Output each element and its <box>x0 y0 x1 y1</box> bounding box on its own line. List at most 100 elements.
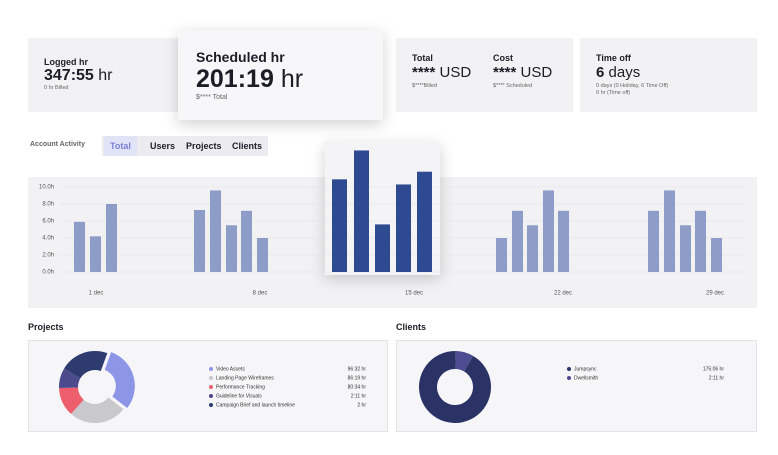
bar <box>74 221 85 272</box>
bar <box>664 190 675 272</box>
donut-slice <box>104 352 135 409</box>
legend-dot <box>209 394 213 398</box>
bar <box>375 224 390 272</box>
section-title: Clients <box>396 322 427 332</box>
value: **** <box>493 64 517 81</box>
metric-note: $**** Scheduled <box>493 83 533 89</box>
legend-label: Campaign Brief and launch timeline <box>216 402 295 408</box>
donut-slice <box>64 351 108 379</box>
metric-card: Logged hr 347:55 hr 0 hr Billed <box>28 38 180 112</box>
legend-label: Guideline for Visuals <box>216 393 262 399</box>
legend-value: 96:32 hr <box>348 366 367 372</box>
y-tick-label: 10.0h <box>39 185 54 191</box>
x-tick-label: 1 dec <box>89 291 104 297</box>
unit: days <box>608 64 641 81</box>
bar <box>257 238 268 272</box>
legend-value: 86:19 hr <box>348 375 367 381</box>
bar <box>332 179 347 272</box>
metric-title: Total <box>412 53 433 63</box>
bar <box>527 225 538 272</box>
legend-dot <box>209 385 213 389</box>
legend-value: 80:34 hr <box>348 384 367 390</box>
metric-value: 6 days <box>596 64 640 81</box>
metric-title: Cost <box>493 53 513 63</box>
bar <box>396 184 411 272</box>
unit: hr <box>98 67 113 84</box>
metric-card: Time off 6 days 0 days (0 Holiday, 6 Tim… <box>580 38 757 112</box>
metric-value: 347:55 hr <box>44 67 113 85</box>
y-tick-label: 4.0h <box>42 236 54 242</box>
value: 347:55 <box>44 67 94 84</box>
bar <box>695 210 706 272</box>
metric-note: $**** Total <box>196 94 228 101</box>
bar <box>512 210 523 272</box>
value: 6 <box>596 64 605 81</box>
bar <box>648 210 659 272</box>
legend-label: Landing Page Wireframes <box>216 375 274 381</box>
x-tick-label: 15 dec <box>405 291 423 297</box>
metric-note: $****Billed <box>412 83 438 89</box>
value: 201:19 <box>196 65 274 93</box>
tab-bar: Total Users Projects Clients <box>102 136 268 156</box>
bar <box>194 209 205 272</box>
tab[interactable]: Users <box>150 141 176 151</box>
tab[interactable]: Projects <box>186 141 222 151</box>
donut-slice <box>71 397 124 424</box>
metric-card: Total **** USD $****Billed Cost **** USD… <box>396 38 573 112</box>
legend-value: 2:11 hr <box>351 393 367 399</box>
metric-title: Time off <box>596 53 631 63</box>
legend-label: Dwellsmith <box>574 375 598 381</box>
donut-slice <box>59 368 81 389</box>
y-tick-label: 0.0h <box>42 270 54 276</box>
metric-value: 201:19 hr <box>196 65 303 94</box>
legend-dot <box>209 403 213 407</box>
unit: USD <box>439 64 472 81</box>
bar <box>90 236 101 272</box>
bar <box>226 225 237 272</box>
bar <box>106 204 117 272</box>
bar <box>711 238 722 272</box>
legend-dot <box>567 376 571 380</box>
y-tick-label: 8.0h <box>42 202 54 208</box>
unit: hr <box>280 65 304 93</box>
metric-title: Logged hr <box>44 57 88 67</box>
legend-label: Jumpsync <box>574 366 597 372</box>
value: **** <box>412 64 436 81</box>
tab[interactable]: Total <box>104 136 137 156</box>
legend-dot <box>209 367 213 371</box>
metric-card: Scheduled hr 201:19 hr $**** Total <box>178 30 383 120</box>
metric-value: **** USD <box>412 64 471 81</box>
bar <box>680 225 691 272</box>
unit: USD <box>520 64 553 81</box>
bar <box>210 190 221 272</box>
donut-slice <box>419 351 491 423</box>
metric-title: Scheduled hr <box>196 49 285 65</box>
legend-dot <box>209 376 213 380</box>
bar <box>354 150 369 272</box>
legend-label: Video Assets <box>216 366 245 372</box>
y-tick-label: 2.0h <box>42 253 54 259</box>
legend-label: Performance Tracking <box>216 384 265 390</box>
section-title: Projects <box>28 322 64 332</box>
x-tick-label: 29 dec <box>706 291 724 297</box>
legend-value: 2 hr <box>357 402 366 408</box>
metric-note: 0 days (0 Holiday, 6 Time Off) <box>596 83 669 89</box>
legend-dot <box>567 367 571 371</box>
donut-slice <box>59 387 84 414</box>
metric-value: **** USD <box>493 64 552 81</box>
tab[interactable]: Clients <box>232 141 263 151</box>
bar <box>543 190 554 272</box>
x-tick-label: 22 dec <box>554 291 572 297</box>
metric-note: 0 hr (Time off) <box>596 90 631 96</box>
section-label: Account Activity <box>30 141 85 148</box>
x-tick-label: 8 dec <box>253 291 268 297</box>
y-tick-label: 6.0h <box>42 219 54 225</box>
donut-slice <box>455 351 473 372</box>
legend-value: 2:11 hr <box>709 375 725 381</box>
legend-value: 175:06 hr <box>703 366 724 372</box>
metric-note: 0 hr Billed <box>44 85 69 91</box>
bar <box>417 171 432 272</box>
bar <box>241 210 252 272</box>
